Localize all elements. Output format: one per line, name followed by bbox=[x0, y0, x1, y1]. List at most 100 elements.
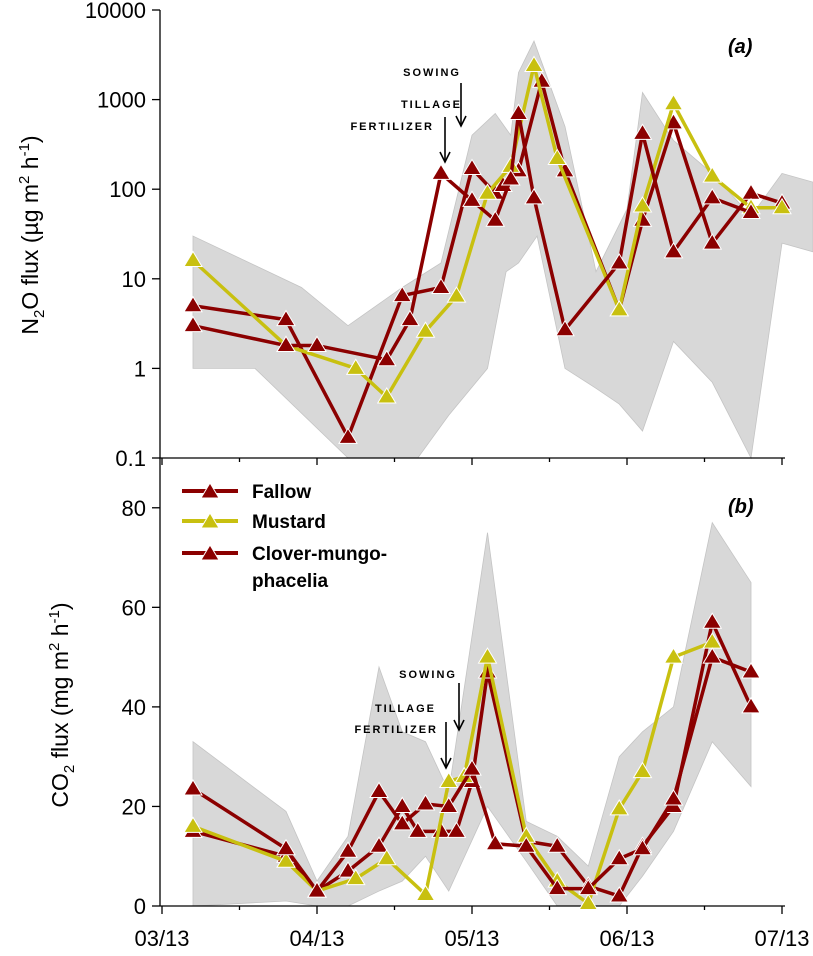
series-point-0 bbox=[462, 158, 482, 176]
series-point-0 bbox=[276, 309, 296, 327]
series-point-1 bbox=[183, 816, 203, 833]
series-line-1 bbox=[192, 640, 713, 906]
series-point-2 bbox=[702, 187, 723, 205]
series-point-1 bbox=[702, 166, 723, 183]
legend-entry-clover: Clover-mungo- phacelia bbox=[182, 544, 387, 592]
series-point-2 bbox=[741, 202, 761, 219]
series-point-0 bbox=[702, 612, 723, 629]
series-point-2 bbox=[307, 335, 327, 353]
series-point-2 bbox=[632, 838, 653, 856]
series-point-2 bbox=[485, 210, 506, 227]
ylabel-b-end: ) bbox=[47, 602, 73, 610]
series-point-2 bbox=[609, 253, 630, 270]
ylabel-a-sup1: 2 bbox=[16, 176, 33, 184]
series-point-1 bbox=[438, 771, 459, 789]
y-axis-label-a: N2O flux (µg m2 h-1) bbox=[16, 135, 48, 334]
series-point-2 bbox=[500, 169, 521, 186]
series-point-1 bbox=[772, 197, 792, 215]
series-point-1 bbox=[376, 386, 397, 404]
series-point-2 bbox=[609, 848, 630, 866]
series-point-2 bbox=[415, 793, 436, 811]
ytick-label-b: 80 bbox=[122, 496, 146, 521]
series-point-1 bbox=[477, 183, 498, 200]
ylabel-b-pre: CO bbox=[47, 773, 73, 808]
legend-marker-clover bbox=[200, 544, 220, 561]
legend-entry-mustard: Mustard bbox=[182, 512, 326, 533]
series-point-1 bbox=[477, 647, 498, 664]
legend-marker-mustard bbox=[200, 512, 220, 529]
arrow-fertilizer-a-head bbox=[439, 151, 451, 164]
series-line-2 bbox=[192, 655, 752, 893]
ylabel-b-post: flux (mg m bbox=[47, 651, 73, 765]
ytick-label-a: 0.1 bbox=[115, 446, 146, 471]
panel-label-a: (a) bbox=[728, 36, 753, 58]
arrow-sowing-b-head bbox=[453, 719, 465, 732]
xtick-label: 06/13 bbox=[599, 926, 654, 951]
series-point-2 bbox=[555, 319, 575, 337]
series-point-1 bbox=[276, 851, 296, 868]
arrow-sowing-a-head bbox=[455, 115, 467, 128]
ytick-label-a: 10 bbox=[122, 267, 146, 292]
annotation-sowing-b: SOWING bbox=[399, 669, 457, 681]
series-point-2 bbox=[485, 833, 506, 851]
ytick-label-b: 0 bbox=[134, 894, 146, 919]
xtick-label: 04/13 bbox=[289, 926, 344, 951]
series-point-2 bbox=[369, 781, 389, 799]
ylabel-b-sup2: -1 bbox=[46, 610, 63, 623]
series-point-2 bbox=[431, 163, 451, 180]
envelope-b bbox=[192, 521, 752, 907]
ylabel-b-sup1: 2 bbox=[46, 643, 63, 651]
series-point-1 bbox=[415, 321, 436, 338]
series-point-2 bbox=[702, 647, 723, 664]
series-point-2 bbox=[663, 241, 684, 259]
series-point-0 bbox=[183, 295, 203, 313]
series-point-2 bbox=[632, 123, 653, 140]
annotations: SOWING TILLAGE FERTILIZER SOWING TILLAGE FERT… bbox=[350, 67, 467, 770]
series-point-0 bbox=[369, 836, 389, 853]
arrow-fertilizer-b-head bbox=[440, 757, 452, 770]
series-point-1 bbox=[609, 299, 630, 317]
series-point-0 bbox=[446, 821, 467, 838]
series-point-1 bbox=[663, 93, 684, 111]
series-point-0 bbox=[547, 836, 568, 853]
ytick-label-a: 10000 bbox=[85, 0, 146, 23]
ytick-label-a: 1000 bbox=[97, 88, 146, 113]
series-point-0 bbox=[338, 861, 358, 878]
legend-marker-fallow bbox=[200, 482, 220, 499]
series-point-2 bbox=[508, 103, 529, 120]
series-point-2 bbox=[400, 309, 420, 327]
series-point-2 bbox=[183, 779, 203, 796]
series-point-2 bbox=[392, 813, 413, 831]
series-point-1 bbox=[183, 250, 203, 268]
series-point-2 bbox=[578, 878, 599, 896]
series-point-2 bbox=[438, 796, 459, 813]
series-point-0 bbox=[392, 796, 413, 813]
series-point-2 bbox=[307, 881, 327, 898]
ylabel-a-mid: h bbox=[17, 156, 43, 175]
series-point-0 bbox=[431, 277, 451, 294]
ytick-label-b: 20 bbox=[122, 794, 146, 819]
legend-label-fallow: Fallow bbox=[252, 482, 311, 503]
ylabel-a-end: ) bbox=[17, 135, 43, 143]
panel-label-b: (b) bbox=[728, 496, 754, 518]
series-point-2 bbox=[338, 841, 358, 858]
series-point-2 bbox=[741, 662, 761, 679]
series-point-2 bbox=[462, 190, 482, 207]
xtick-label: 03/13 bbox=[134, 926, 189, 951]
series-point-1 bbox=[345, 868, 366, 886]
ytick-label-b: 60 bbox=[122, 595, 146, 620]
series-point-1 bbox=[609, 798, 630, 816]
series-point-2 bbox=[547, 878, 568, 896]
series-point-0 bbox=[741, 183, 761, 200]
ylabel-a-sup2: -1 bbox=[16, 143, 33, 156]
series-point-2 bbox=[663, 789, 684, 806]
ytick-label-b: 40 bbox=[122, 695, 146, 720]
series-point-0 bbox=[338, 427, 358, 444]
series-point-0 bbox=[702, 233, 723, 250]
series-point-2 bbox=[516, 836, 537, 853]
y-axis-label-b: CO2 flux (mg m2 h-1) bbox=[46, 602, 78, 807]
series-point-1 bbox=[547, 148, 568, 166]
series-point-1 bbox=[376, 848, 397, 866]
series-point-1 bbox=[632, 761, 653, 779]
